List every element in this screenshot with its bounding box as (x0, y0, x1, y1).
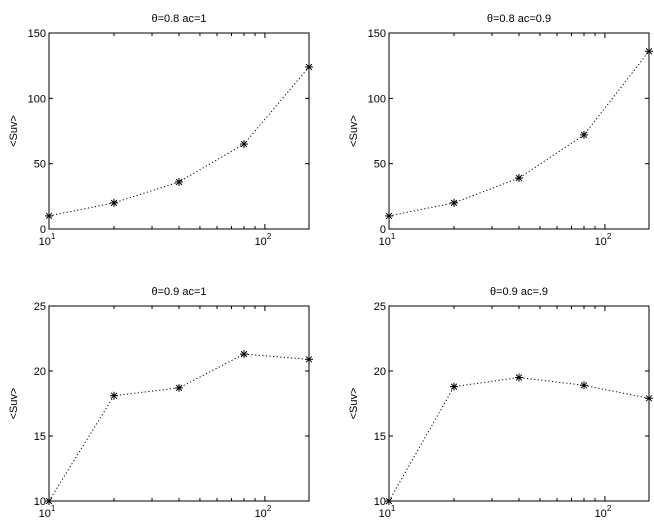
x-tick-base: 10 (379, 508, 391, 520)
y-tick-label: 25 (34, 301, 46, 313)
data-point-marker (240, 140, 248, 149)
y-axis-label: <Suv> (8, 388, 20, 420)
x-tick-label: 102 (595, 232, 612, 248)
plot-frame (48, 305, 310, 502)
x-tick-label: 101 (39, 232, 56, 248)
series-line (388, 50, 650, 217)
x-tick-exponent: 1 (51, 504, 56, 513)
data-point-marker (385, 211, 393, 220)
data-point-marker (175, 383, 183, 392)
chart-title: θ=0.9 ac=.9 (490, 286, 548, 298)
data-point-marker (450, 198, 458, 207)
data-point-marker (110, 391, 118, 400)
y-axis-label: <Suv> (348, 115, 360, 147)
y-tick-label: 10 (374, 496, 386, 508)
x-tick-base: 10 (255, 508, 267, 520)
data-point-marker (175, 177, 183, 186)
y-tick-label: 25 (374, 301, 386, 313)
x-tick-base: 10 (595, 236, 607, 248)
y-tick-label: 15 (34, 431, 46, 443)
data-point-marker (240, 350, 248, 359)
data-point-marker (305, 355, 313, 364)
data-point-marker (110, 198, 118, 207)
y-tick-label: 0 (40, 224, 46, 236)
y-tick-label: 20 (34, 366, 46, 378)
data-point-marker (515, 174, 523, 183)
data-point-marker (45, 497, 53, 505)
x-tick-exponent: 2 (607, 504, 612, 513)
y-axis-label: <Suv> (348, 388, 360, 420)
y-tick-label: 20 (374, 366, 386, 378)
y-axis-label: <Suv> (8, 115, 20, 147)
x-tick-label: 101 (379, 232, 396, 248)
plot-frame (48, 32, 310, 230)
x-tick-label: 102 (595, 504, 612, 520)
data-point-marker (580, 381, 588, 390)
y-tick-label: 15 (374, 431, 386, 443)
data-point-marker (645, 394, 653, 403)
x-tick-base: 10 (39, 236, 51, 248)
x-tick-label: 102 (255, 232, 272, 248)
y-tick-label: 150 (368, 28, 386, 40)
series-line (48, 66, 310, 217)
x-tick-label: 101 (379, 504, 396, 520)
data-point-marker (645, 47, 653, 56)
x-tick-label: 101 (39, 504, 56, 520)
chart-title: θ=0.8 ac=0.9 (487, 13, 551, 25)
data-point-marker (450, 382, 458, 391)
y-tick-label: 150 (28, 28, 46, 40)
y-tick-label: 100 (368, 93, 386, 105)
chart-title: θ=0.8 ac=1 (151, 13, 206, 25)
chart-title: θ=0.9 ac=1 (151, 286, 206, 298)
data-point-marker (305, 62, 313, 71)
x-tick-exponent: 2 (607, 232, 612, 241)
x-tick-exponent: 1 (391, 232, 396, 241)
series-line (48, 353, 310, 502)
plot-frame (388, 32, 650, 230)
y-tick-label: 100 (28, 93, 46, 105)
x-tick-base: 10 (39, 508, 51, 520)
y-tick-label: 10 (34, 496, 46, 508)
y-tick-label: 50 (34, 159, 46, 171)
data-point-marker (45, 211, 53, 220)
x-tick-exponent: 2 (267, 232, 272, 241)
data-point-marker (515, 373, 523, 382)
y-tick-label: 50 (374, 159, 386, 171)
x-tick-exponent: 1 (51, 232, 56, 241)
x-tick-base: 10 (595, 508, 607, 520)
x-tick-base: 10 (255, 236, 267, 248)
x-tick-exponent: 1 (391, 504, 396, 513)
x-tick-label: 102 (255, 504, 272, 520)
plot-frame (388, 305, 650, 502)
series-line (388, 376, 650, 502)
y-tick-label: 0 (380, 224, 386, 236)
x-tick-base: 10 (379, 236, 391, 248)
x-tick-exponent: 2 (267, 504, 272, 513)
data-point-marker (580, 130, 588, 139)
data-point-marker (385, 497, 393, 505)
